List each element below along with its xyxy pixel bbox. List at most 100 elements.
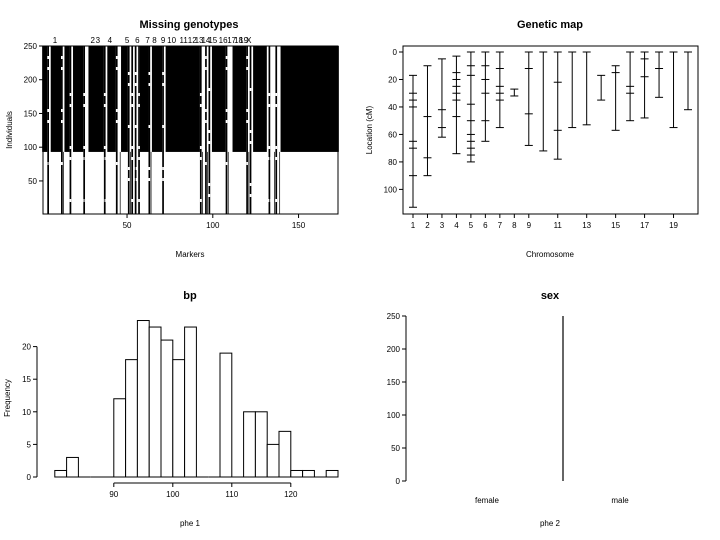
missing-column-14 — [205, 46, 207, 214]
cm-tick-label-0: 0 — [393, 48, 398, 57]
cm-tick-label-100: 100 — [384, 185, 398, 194]
histogram-bar-82 — [66, 456, 79, 478]
observed-gap-17-2 — [246, 109, 248, 112]
observed-gap-12-2 — [162, 72, 164, 75]
observed-gap-13-1 — [199, 93, 202, 96]
observed-gap-8-2 — [131, 146, 134, 149]
missing-block-12 — [232, 46, 247, 152]
missing-genotypes-frame — [42, 45, 339, 215]
histogram-bar-98 — [160, 339, 174, 478]
chromosome-label-11: 11 — [179, 36, 188, 45]
bp-y-tick-label-5: 5 — [27, 440, 32, 449]
observed-gap-20-4 — [275, 104, 278, 107]
observed-gap-16-3 — [225, 162, 228, 165]
bp-x-tick-label-90: 90 — [109, 490, 118, 499]
observed-gap-12-1 — [162, 167, 164, 170]
observed-gap-13-5 — [199, 157, 202, 160]
histogram-bar-94 — [136, 320, 150, 478]
observed-gap-3-3 — [69, 199, 72, 202]
observed-gap-17-3 — [246, 162, 248, 165]
observed-gap-2-1 — [61, 56, 63, 59]
bp-histogram-panel: bp 90 100 110 120 0 5 10 15 20 phe 1 Frequency — [3, 290, 339, 528]
chr-tick-label-3: 3 — [440, 221, 445, 230]
observed-gap-10-5 — [138, 157, 140, 160]
missing-block-4 — [73, 46, 84, 152]
missing-column-10 — [138, 46, 140, 214]
missing-column-2 — [61, 46, 63, 214]
missing-block-10 — [165, 46, 200, 152]
cm-tick-label-80: 80 — [388, 158, 397, 167]
missing-genotypes-axes: 50 100 150 50 100 150 200 250 — [24, 42, 306, 230]
observed-gap-16-5 — [225, 120, 228, 123]
observed-gap-4-1 — [83, 93, 86, 96]
observed-gap-20-2 — [275, 146, 278, 149]
observed-gap-13-2 — [199, 146, 202, 149]
observed-gap-11-1 — [148, 167, 151, 170]
bp-histogram-bars — [54, 320, 339, 478]
missing-column-5 — [103, 46, 106, 214]
missing-block-13 — [253, 46, 267, 152]
missing-block-7 — [121, 46, 128, 152]
observed-gap-17-1 — [246, 56, 248, 59]
histogram-bar-126 — [325, 469, 339, 478]
chromosome-label-14: 14 — [201, 36, 210, 45]
bp-x-tick-label-110: 110 — [225, 490, 238, 499]
observed-gap-8-3 — [131, 199, 134, 202]
observed-gap-14-4 — [205, 67, 207, 70]
observed-gap-5-2 — [103, 146, 106, 149]
histogram-bar-80 — [54, 469, 68, 478]
observed-gap-3-4 — [69, 104, 72, 107]
observed-gap-9-5 — [134, 83, 137, 86]
observed-gap-10-4 — [138, 104, 140, 107]
chromosome-label-12: 12 — [188, 36, 197, 45]
observed-gap-17-4 — [246, 67, 248, 70]
missing-block-9 — [151, 46, 163, 152]
observed-gap-10-1 — [138, 93, 140, 96]
genetic-map-chromosomes — [409, 51, 692, 208]
chromosome-label-13: 13 — [195, 36, 204, 45]
sex-y-tick-label-250: 250 — [387, 312, 401, 321]
missing-column-17 — [246, 46, 248, 214]
observed-gap-4-2 — [83, 146, 86, 149]
missing-block-3 — [64, 46, 70, 152]
y-tick-label-50: 50 — [28, 177, 37, 186]
observed-gap-20-3 — [275, 199, 278, 202]
chromosome-axis-label: Chromosome — [526, 250, 575, 259]
missing-block-11 — [211, 46, 226, 152]
observed-gap-9-3 — [134, 125, 137, 128]
missing-column-19 — [268, 46, 271, 214]
frequency-axis-label: Frequency — [3, 379, 12, 417]
chromosome-label-X: X — [246, 36, 252, 45]
missing-column-6 — [115, 46, 118, 214]
bp-title: bp — [183, 290, 197, 302]
chromosome-label-10: 10 — [167, 36, 176, 45]
histogram-bar-116 — [266, 443, 280, 478]
missing-block-2 — [50, 46, 62, 152]
x-tick-label-100: 100 — [206, 221, 220, 230]
histogram-bar-92 — [125, 359, 138, 478]
observed-gap-13-3 — [199, 199, 202, 202]
missing-block-5 — [88, 46, 104, 152]
observed-gap-4-4 — [83, 104, 86, 107]
observed-gap-15-5 — [208, 194, 211, 197]
observed-gap-18-5 — [249, 194, 252, 197]
observed-gap-2-5 — [61, 120, 63, 123]
cm-tick-label-20: 20 — [388, 75, 397, 84]
observed-gap-15-3 — [208, 88, 211, 91]
missing-column-20 — [275, 46, 278, 214]
histogram-bar-122 — [302, 469, 315, 478]
chromosome-label-17: 17 — [227, 36, 236, 45]
chromosome-label-6: 6 — [135, 36, 140, 45]
observed-gap-11-4 — [148, 178, 151, 181]
genetic-map-panel: Genetic map 1 2 3 4 5 6 7 8 9 11 13 15 17 19 0 20 40 60 80… — [365, 19, 699, 259]
observed-gap-2-2 — [61, 109, 63, 112]
chromosome-label-7: 7 — [145, 36, 150, 45]
observed-gap-6-1 — [115, 56, 118, 59]
chromosome-label-8: 8 — [152, 36, 157, 45]
observed-gap-5-4 — [103, 104, 106, 107]
chr-tick-label-9: 9 — [527, 221, 532, 230]
observed-gap-7-5 — [127, 83, 130, 86]
missing-column-1 — [47, 46, 49, 214]
